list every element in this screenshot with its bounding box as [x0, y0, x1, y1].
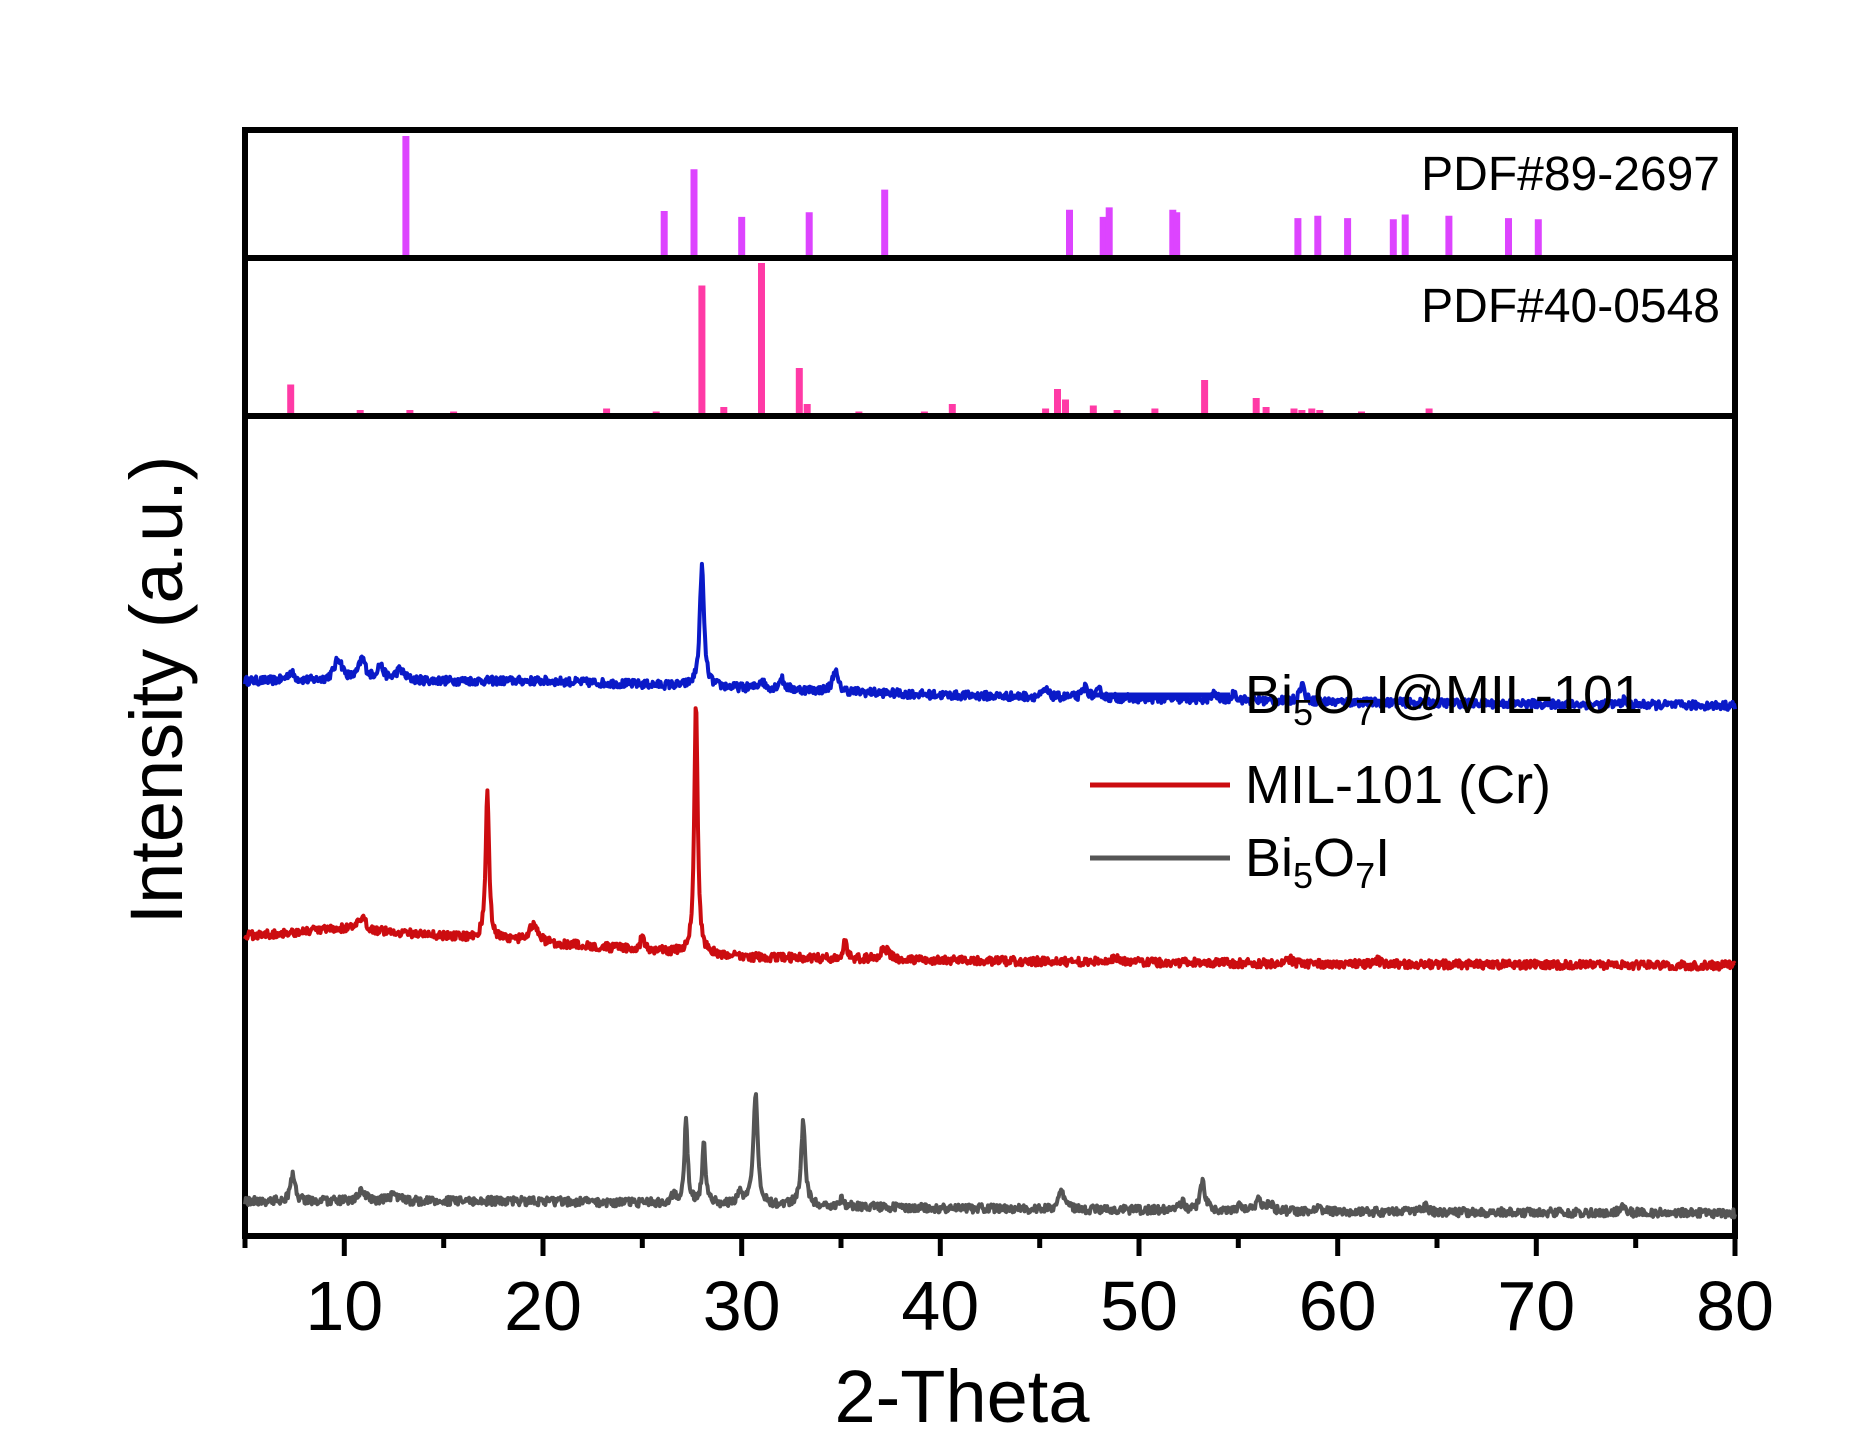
x-tick-label: 30	[703, 1267, 781, 1345]
ref-panel-mid: PDF#40-0548	[242, 255, 1738, 419]
x-tick-label: 70	[1497, 1267, 1575, 1345]
series-line-0	[243, 561, 1737, 712]
x-tick-label: 60	[1299, 1267, 1377, 1345]
legend: Bi5O7I@MIL-101 MIL-101 (Cr) Bi5O7I	[1090, 665, 1643, 896]
legend-label-bi5o7i: Bi5O7I	[1245, 828, 1390, 896]
legend-label-bi5o7i-mil101: Bi5O7I@MIL-101	[1245, 665, 1643, 733]
main-plot: 10 20 30 40 50 60 70 80	[242, 413, 1774, 1345]
ref-panel-mid-label: PDF#40-0548	[1421, 280, 1720, 333]
ref-panel-top: PDF#89-2697	[242, 127, 1738, 261]
main-plot-frame	[242, 413, 1738, 1239]
x-tick-label: 10	[305, 1267, 383, 1345]
x-tick-label: 20	[504, 1267, 582, 1345]
series-line-2	[243, 1092, 1737, 1220]
x-axis-title: 2-Theta	[834, 1355, 1090, 1438]
y-axis-title: Intensity (a.u.)	[115, 456, 198, 925]
x-tick-label: 40	[901, 1267, 979, 1345]
ref-panel-top-label: PDF#89-2697	[1421, 148, 1720, 201]
series-line-1	[243, 706, 1737, 972]
x-tick-label: 80	[1696, 1267, 1774, 1345]
legend-label-mil101: MIL-101 (Cr)	[1245, 755, 1551, 815]
x-tick-label: 50	[1100, 1267, 1178, 1345]
